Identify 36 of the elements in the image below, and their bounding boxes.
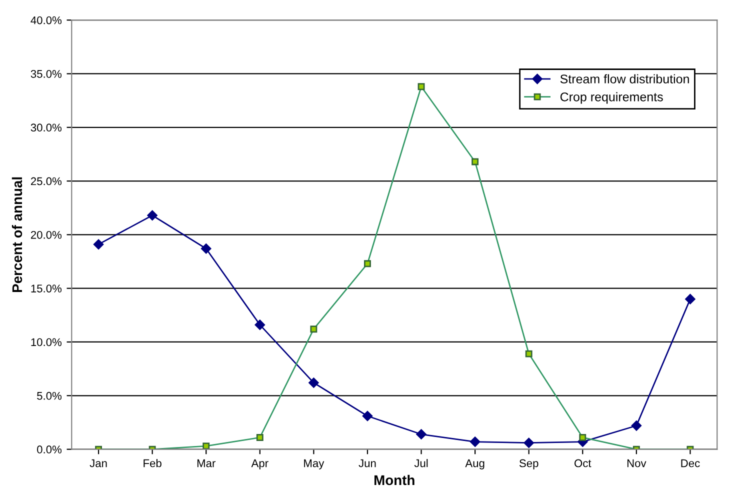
x-tick-label: Jun — [358, 459, 376, 468]
x-tick-label: Oct — [574, 459, 592, 468]
point — [254, 320, 266, 330]
y-tick-label: 0.0% — [37, 446, 62, 454]
legend-label: Stream flow distribution — [560, 74, 689, 84]
x-tick-label: Jan — [90, 459, 107, 468]
point — [308, 378, 319, 388]
point — [200, 244, 212, 254]
y-tick-label: 15.0% — [31, 284, 62, 292]
point — [93, 239, 104, 250]
y-tick-label: 35.0% — [30, 70, 62, 78]
x-tick-label: Feb — [144, 459, 162, 468]
x-tick-label: Mar — [197, 459, 216, 468]
x-axis-title: Month — [374, 474, 414, 486]
point — [524, 438, 534, 448]
x-tick-label: Jul — [414, 459, 428, 468]
y-tick-label: 5.0% — [37, 392, 62, 400]
y-tick-label: 25.0% — [30, 177, 62, 186]
point — [362, 410, 373, 422]
point — [685, 294, 696, 304]
y-tick-label: 40.0% — [30, 16, 62, 24]
x-tick-label: Sep — [519, 459, 538, 470]
y-tick-label: 10.0% — [31, 338, 62, 346]
point — [416, 429, 426, 440]
x-tick-label: Dec — [681, 459, 700, 468]
x-tick-label: Apr — [251, 459, 268, 470]
y-tick-label: 20.0% — [30, 230, 62, 239]
x-tick-label: May — [304, 459, 324, 470]
point — [631, 420, 642, 431]
legend-label: Crop requirements — [560, 92, 663, 104]
point — [470, 436, 480, 447]
y-axis-title: Percent of annual — [12, 177, 22, 292]
y-tick-label: 30.0% — [30, 124, 62, 132]
point — [147, 210, 158, 220]
x-tick-label: Nov — [627, 459, 646, 468]
x-tick-label: Aug — [465, 459, 484, 470]
